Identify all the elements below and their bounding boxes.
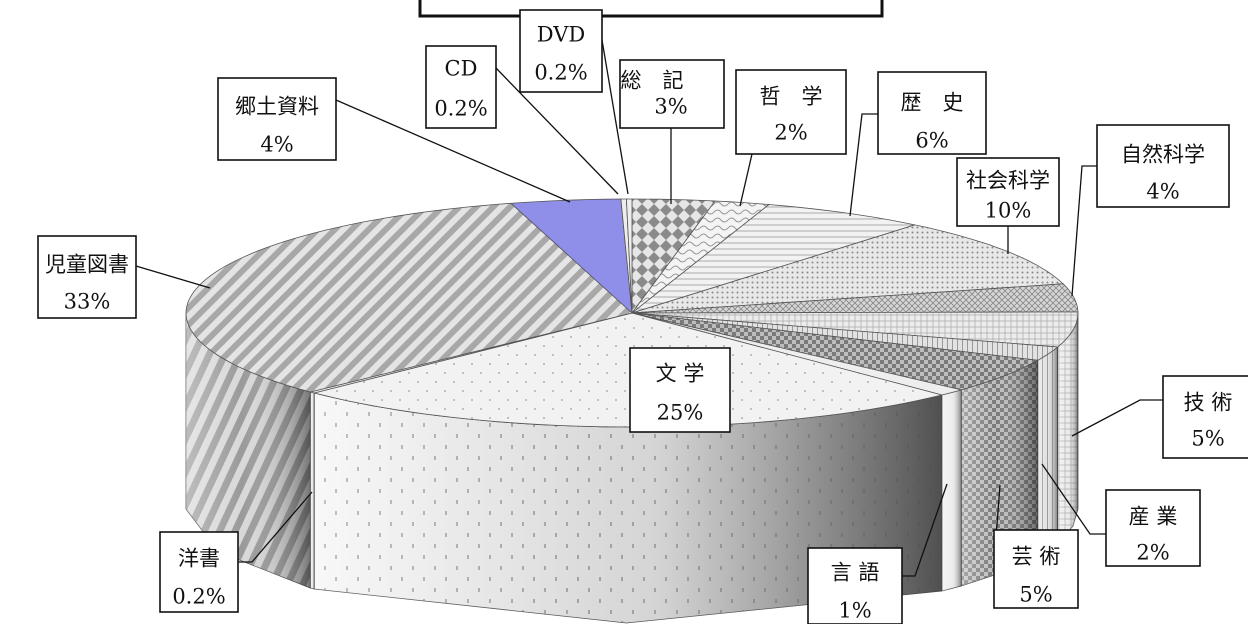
- pie-slice-7: [631, 312, 1040, 391]
- label-box-1: [735, 69, 847, 155]
- leader-line-8: [902, 483, 948, 577]
- slice-name-1: 哲 学: [760, 85, 823, 109]
- pie-slice-14: [625, 198, 633, 314]
- label-box-0: [619, 59, 725, 129]
- slice-name-6: 産 業: [1129, 505, 1178, 529]
- label-box-6: [1105, 489, 1201, 567]
- slice-percent-10: 0.2%: [172, 585, 225, 609]
- slice-label-13: CD 0.2%: [425, 45, 619, 195]
- slice-label-6: 産 業 2%: [1041, 463, 1201, 567]
- leader-line-11: [135, 265, 211, 289]
- slice-label-1: 哲 学 2%: [735, 69, 847, 207]
- slice-name-14: DVD: [537, 23, 585, 47]
- slice-name-3: 社会科学: [966, 169, 1050, 193]
- slice-name-2: 歴 史: [901, 91, 964, 115]
- pie-side-shade2-9: [314, 393, 942, 623]
- slice-name-9: 文 学: [656, 362, 705, 386]
- slice-label-7: 芸 術 5%: [993, 484, 1079, 609]
- label-box-9: [629, 347, 731, 433]
- leader-line-13: [495, 67, 619, 195]
- leader-line-4: [1071, 165, 1097, 297]
- slice-label-8: 言 語 1%: [807, 483, 948, 624]
- slice-label-3: 社会科学 10%: [956, 157, 1060, 254]
- pie-sides: [185, 312, 1079, 624]
- slice-percent-14: 0.2%: [534, 61, 587, 85]
- label-box-13: [425, 45, 497, 129]
- slice-name-13: CD: [445, 57, 478, 81]
- slice-label-5: 技 術 5%: [1071, 375, 1248, 459]
- slice-name-11: 児童図書: [45, 253, 129, 277]
- pie-slice-2: [631, 204, 916, 314]
- pie-slice-5: [631, 311, 1079, 348]
- pie-slice-9: [314, 312, 943, 428]
- slice-name-8: 言 語: [831, 561, 880, 585]
- slice-label-11: 児童図書 33%: [37, 235, 211, 319]
- pie-side-shade-6: [1037, 347, 1058, 557]
- pie-side-shade-10: [310, 392, 315, 589]
- pie-side-shade-8: [941, 389, 962, 591]
- slice-percent-5: 5%: [1191, 427, 1224, 451]
- slice-percent-9: 25%: [657, 401, 704, 425]
- pie-labels: 総 記3% 哲 学 2% 歴 史 6% 社会科学 10% 自然科学 4% 技 術 5% 産 業 2% 芸 …: [37, 9, 1248, 624]
- slice-percent-1: 2%: [774, 121, 807, 145]
- label-box-7: [993, 529, 1079, 609]
- slice-percent-3: 10%: [985, 199, 1032, 223]
- slice-name-5: 技 術: [1184, 391, 1233, 415]
- label-box-4: [1096, 124, 1230, 208]
- slice-label-4: 自然科学 4%: [1071, 124, 1230, 297]
- leader-line-12: [335, 99, 571, 203]
- slice-percent-2: 6%: [915, 129, 948, 153]
- slice-label-2: 歴 史 6%: [849, 71, 987, 217]
- slice-percent-12: 4%: [260, 133, 293, 157]
- slice-percent-0: 3%: [654, 95, 687, 119]
- slice-percent-8: 1%: [838, 599, 871, 623]
- title-box: [418, 0, 884, 18]
- slice-name-4: 自然科学: [1121, 143, 1205, 167]
- slice-label-14: DVD 0.2%: [519, 9, 629, 195]
- label-box-8: [807, 547, 903, 624]
- leader-line-10: [238, 491, 313, 563]
- slice-name-0: 総 記: [621, 69, 684, 93]
- label-box-10: [159, 531, 239, 613]
- pie-slice-4: [631, 283, 1079, 314]
- slice-percent-7: 5%: [1019, 583, 1052, 607]
- label-box-5: [1162, 375, 1248, 459]
- label-box-11: [37, 235, 137, 319]
- label-box-12: [217, 77, 337, 161]
- slice-label-12: 郷土資料 4%: [217, 77, 571, 203]
- leader-line-14: [601, 39, 629, 195]
- slice-label-0: 総 記3%: [619, 59, 725, 204]
- slice-percent-11: 33%: [64, 290, 111, 314]
- leader-line-1: [739, 153, 753, 207]
- pie-side-shade-5: [1057, 313, 1078, 543]
- slice-percent-13: 0.2%: [434, 97, 487, 121]
- leader-line-5: [1071, 399, 1163, 437]
- slice-label-10: 洋書 0.2%: [159, 491, 313, 613]
- label-box-14: [519, 9, 603, 93]
- pie-slice-11: [185, 202, 633, 393]
- pie-side-shade-11: [186, 313, 311, 588]
- leader-line-6: [1041, 463, 1106, 535]
- slice-percent-4: 4%: [1146, 180, 1179, 204]
- leader-line-2: [849, 113, 878, 217]
- pie-top-faces: [185, 198, 1079, 428]
- slice-label-9: 文 学 25%: [629, 347, 731, 433]
- slice-percent-6: 2%: [1136, 541, 1169, 565]
- slice-name-7: 芸 術: [1012, 545, 1061, 569]
- label-box-2: [877, 71, 987, 155]
- slice-name-10: 洋書: [178, 547, 220, 571]
- label-box-3: [956, 157, 1060, 227]
- slice-name-12: 郷土資料: [235, 95, 319, 119]
